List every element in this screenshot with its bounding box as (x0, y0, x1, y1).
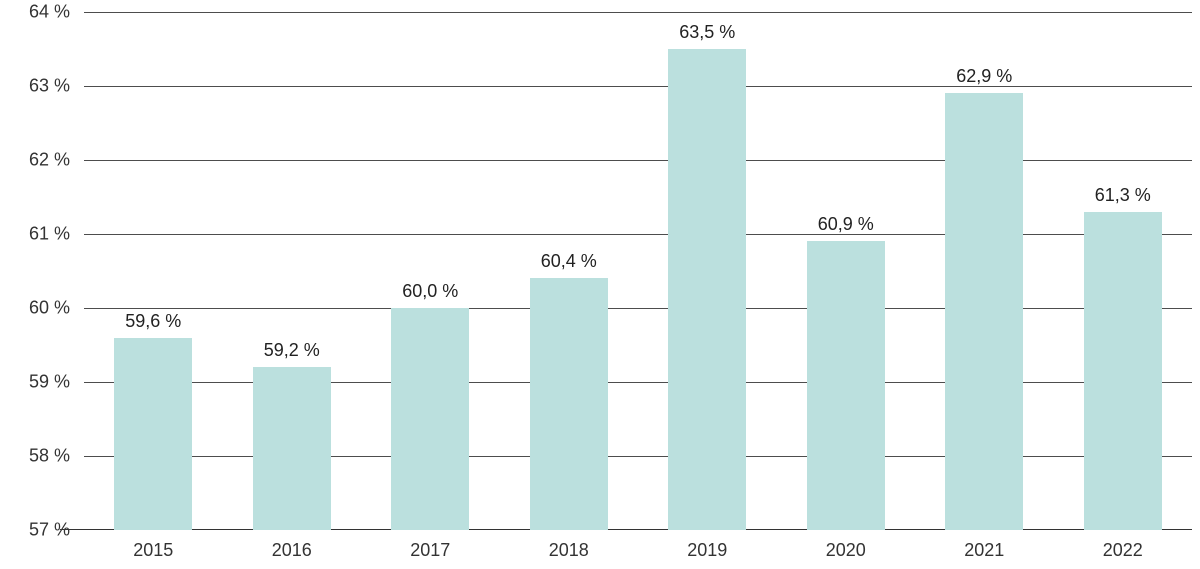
gridline (84, 308, 1192, 309)
bar-value-label: 59,6 % (125, 311, 181, 338)
bar: 61,3 % (1084, 212, 1162, 530)
bar-value-label: 60,0 % (402, 281, 458, 308)
x-tick-label: 2016 (272, 530, 312, 561)
bar-value-label: 59,2 % (264, 340, 320, 367)
bar-value-label: 60,9 % (818, 214, 874, 241)
gridline (84, 86, 1192, 87)
x-tick-label: 2022 (1103, 530, 1143, 561)
bar: 59,2 % (253, 367, 331, 530)
x-tick-label: 2020 (826, 530, 866, 561)
x-tick-label: 2019 (687, 530, 727, 561)
bar-value-label: 61,3 % (1095, 185, 1151, 212)
bar-value-label: 60,4 % (541, 251, 597, 278)
x-tick-label: 2018 (549, 530, 589, 561)
x-tick-label: 2015 (133, 530, 173, 561)
y-tick-label: 62 % (29, 150, 84, 171)
gridline (84, 382, 1192, 383)
gridline (84, 160, 1192, 161)
bar: 60,4 % (530, 278, 608, 530)
bar-chart: 57 %58 %59 %60 %61 %62 %63 %64 %59,6 %20… (0, 0, 1200, 569)
bar: 60,9 % (807, 241, 885, 530)
bar-value-label: 62,9 % (956, 66, 1012, 93)
x-tick-label: 2017 (410, 530, 450, 561)
bar: 60,0 % (391, 308, 469, 530)
gridline (84, 234, 1192, 235)
bar-value-label: 63,5 % (679, 22, 735, 49)
y-tick-label: 63 % (29, 76, 84, 97)
x-tick-label: 2021 (964, 530, 1004, 561)
bar: 62,9 % (945, 93, 1023, 530)
y-tick-label: 64 % (29, 2, 84, 23)
y-tick-label: 59 % (29, 372, 84, 393)
bar: 63,5 % (668, 49, 746, 530)
y-tick-label: 58 % (29, 446, 84, 467)
plot-area: 57 %58 %59 %60 %61 %62 %63 %64 %59,6 %20… (84, 12, 1192, 530)
y-tick-label: 57 % (29, 520, 84, 541)
gridline (84, 12, 1192, 13)
y-tick-label: 61 % (29, 224, 84, 245)
bar: 59,6 % (114, 338, 192, 530)
y-tick-label: 60 % (29, 298, 84, 319)
gridline (84, 456, 1192, 457)
